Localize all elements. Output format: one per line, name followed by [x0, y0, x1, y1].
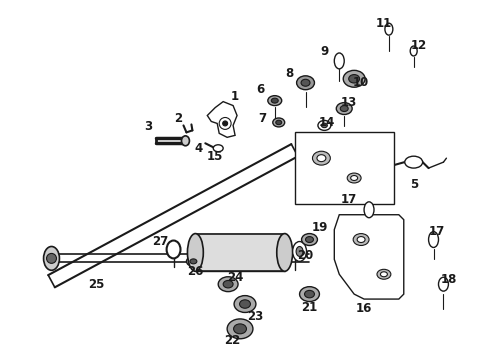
- Ellipse shape: [301, 234, 318, 246]
- Text: 24: 24: [227, 271, 243, 284]
- Circle shape: [47, 253, 56, 264]
- Text: 23: 23: [247, 310, 263, 323]
- Text: 20: 20: [297, 249, 314, 262]
- Ellipse shape: [273, 118, 285, 127]
- Ellipse shape: [277, 234, 293, 271]
- Ellipse shape: [306, 237, 314, 243]
- Ellipse shape: [276, 120, 282, 125]
- Text: 11: 11: [376, 17, 392, 30]
- Ellipse shape: [318, 121, 331, 130]
- Ellipse shape: [351, 176, 358, 180]
- Circle shape: [222, 121, 228, 126]
- Ellipse shape: [357, 237, 365, 243]
- Text: 7: 7: [258, 112, 266, 125]
- Ellipse shape: [271, 98, 278, 103]
- Ellipse shape: [439, 277, 448, 291]
- Text: 13: 13: [341, 96, 357, 109]
- Ellipse shape: [296, 76, 315, 90]
- Text: 25: 25: [88, 278, 104, 291]
- Ellipse shape: [349, 75, 360, 83]
- Ellipse shape: [380, 272, 388, 277]
- Text: 22: 22: [224, 334, 240, 347]
- Ellipse shape: [187, 256, 200, 266]
- Ellipse shape: [429, 231, 439, 247]
- Ellipse shape: [218, 277, 238, 292]
- Ellipse shape: [377, 269, 391, 279]
- Text: 10: 10: [353, 76, 369, 89]
- Ellipse shape: [299, 287, 319, 302]
- Ellipse shape: [268, 96, 282, 105]
- Text: 6: 6: [256, 83, 264, 96]
- Ellipse shape: [223, 280, 233, 288]
- Text: 21: 21: [301, 301, 318, 314]
- Ellipse shape: [293, 242, 307, 261]
- Text: 9: 9: [320, 45, 328, 58]
- Ellipse shape: [234, 296, 256, 312]
- Ellipse shape: [296, 247, 303, 256]
- Ellipse shape: [317, 155, 326, 162]
- Ellipse shape: [364, 202, 374, 218]
- Ellipse shape: [405, 156, 422, 168]
- Text: 5: 5: [410, 179, 418, 192]
- Text: 18: 18: [440, 273, 457, 286]
- Polygon shape: [207, 102, 237, 137]
- Ellipse shape: [321, 123, 327, 128]
- Ellipse shape: [44, 247, 59, 270]
- Text: 14: 14: [319, 116, 336, 129]
- Text: 17: 17: [428, 225, 444, 238]
- Ellipse shape: [188, 234, 203, 271]
- Ellipse shape: [353, 234, 369, 246]
- Ellipse shape: [385, 23, 393, 35]
- Text: 16: 16: [356, 302, 372, 315]
- Ellipse shape: [347, 173, 361, 183]
- Ellipse shape: [181, 136, 190, 146]
- Text: 12: 12: [411, 39, 427, 51]
- Ellipse shape: [301, 79, 310, 86]
- Text: 27: 27: [152, 235, 169, 248]
- Text: 19: 19: [311, 221, 328, 234]
- Bar: [196, 234, 285, 271]
- Text: 3: 3: [145, 120, 153, 133]
- Ellipse shape: [334, 53, 344, 69]
- Ellipse shape: [336, 103, 352, 114]
- Ellipse shape: [167, 240, 180, 258]
- Ellipse shape: [410, 46, 417, 56]
- Text: 1: 1: [231, 90, 239, 103]
- Text: 2: 2: [174, 112, 183, 125]
- Ellipse shape: [305, 291, 315, 298]
- Ellipse shape: [234, 324, 246, 334]
- Polygon shape: [334, 215, 404, 299]
- Ellipse shape: [240, 300, 250, 308]
- Ellipse shape: [340, 105, 348, 112]
- Ellipse shape: [190, 259, 197, 264]
- Ellipse shape: [313, 151, 330, 165]
- Ellipse shape: [343, 70, 365, 87]
- Text: 4: 4: [194, 142, 202, 155]
- Ellipse shape: [213, 145, 223, 152]
- Text: 17: 17: [341, 193, 357, 206]
- Ellipse shape: [227, 319, 253, 339]
- Text: 15: 15: [207, 150, 223, 163]
- Text: 8: 8: [286, 67, 294, 80]
- Text: 26: 26: [187, 265, 203, 278]
- Bar: [294, 132, 394, 204]
